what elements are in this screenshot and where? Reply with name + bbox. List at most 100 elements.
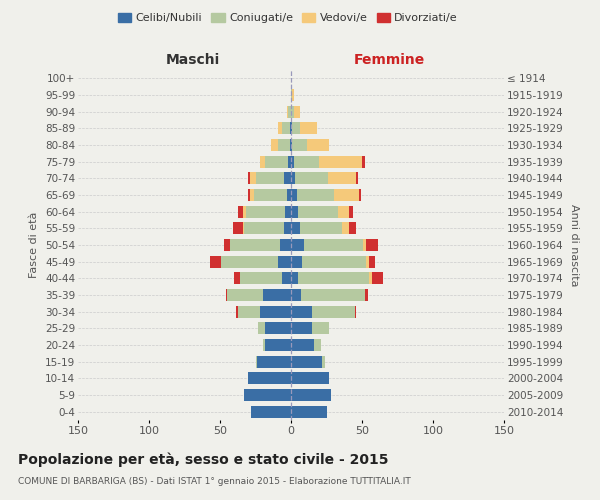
Bar bbox=[355, 306, 356, 318]
Bar bbox=[284, 222, 291, 234]
Bar bbox=[226, 289, 227, 301]
Bar bbox=[290, 139, 291, 151]
Bar bbox=[284, 172, 291, 184]
Bar bbox=[294, 106, 299, 118]
Bar bbox=[291, 339, 314, 351]
Bar bbox=[372, 272, 383, 284]
Bar bbox=[291, 189, 296, 201]
Bar bbox=[287, 106, 288, 118]
Bar bbox=[291, 206, 298, 218]
Bar bbox=[259, 322, 265, 334]
Bar bbox=[260, 306, 291, 318]
Bar bbox=[291, 239, 304, 251]
Bar bbox=[291, 222, 299, 234]
Bar bbox=[291, 172, 295, 184]
Bar bbox=[291, 139, 292, 151]
Bar bbox=[221, 256, 278, 268]
Bar bbox=[366, 256, 369, 268]
Bar bbox=[296, 189, 334, 201]
Bar bbox=[265, 156, 288, 168]
Bar bbox=[248, 189, 250, 201]
Bar bbox=[245, 206, 286, 218]
Bar bbox=[291, 406, 326, 417]
Bar bbox=[302, 256, 366, 268]
Bar bbox=[291, 106, 294, 118]
Bar bbox=[286, 206, 291, 218]
Bar bbox=[234, 272, 240, 284]
Bar bbox=[250, 172, 256, 184]
Bar bbox=[283, 272, 291, 284]
Bar bbox=[283, 122, 290, 134]
Bar bbox=[256, 356, 257, 368]
Bar bbox=[313, 322, 329, 334]
Bar bbox=[257, 356, 291, 368]
Bar bbox=[295, 172, 328, 184]
Bar bbox=[291, 89, 292, 101]
Text: COMUNE DI BARBARIGA (BS) - Dati ISTAT 1° gennaio 2015 - Elaborazione TUTTITALIA.: COMUNE DI BARBARIGA (BS) - Dati ISTAT 1°… bbox=[18, 478, 411, 486]
Bar bbox=[291, 306, 313, 318]
Bar bbox=[291, 289, 301, 301]
Bar bbox=[288, 106, 291, 118]
Bar bbox=[251, 406, 291, 417]
Bar bbox=[230, 239, 280, 251]
Bar bbox=[271, 139, 278, 151]
Bar bbox=[278, 122, 283, 134]
Bar bbox=[280, 239, 291, 251]
Bar bbox=[256, 172, 284, 184]
Bar bbox=[224, 239, 230, 251]
Bar bbox=[364, 239, 366, 251]
Bar bbox=[291, 322, 313, 334]
Y-axis label: Anni di nascita: Anni di nascita bbox=[569, 204, 579, 286]
Bar bbox=[313, 306, 355, 318]
Legend: Celibi/Nubili, Coniugati/e, Vedovi/e, Divorziati/e: Celibi/Nubili, Coniugati/e, Vedovi/e, Di… bbox=[113, 8, 463, 28]
Bar bbox=[291, 122, 292, 134]
Bar bbox=[291, 372, 329, 384]
Bar bbox=[304, 239, 364, 251]
Bar bbox=[238, 206, 243, 218]
Bar bbox=[362, 156, 365, 168]
Bar bbox=[288, 156, 291, 168]
Bar bbox=[250, 189, 254, 201]
Bar bbox=[248, 172, 250, 184]
Bar bbox=[307, 139, 329, 151]
Text: Maschi: Maschi bbox=[166, 52, 220, 66]
Bar bbox=[243, 222, 244, 234]
Bar bbox=[365, 289, 368, 301]
Bar bbox=[356, 172, 358, 184]
Y-axis label: Fasce di età: Fasce di età bbox=[29, 212, 40, 278]
Text: Femmine: Femmine bbox=[353, 52, 425, 66]
Bar bbox=[290, 122, 291, 134]
Bar bbox=[291, 256, 302, 268]
Bar bbox=[260, 156, 265, 168]
Bar bbox=[265, 339, 291, 351]
Bar bbox=[238, 306, 260, 318]
Bar bbox=[287, 189, 291, 201]
Bar bbox=[359, 189, 361, 201]
Bar bbox=[291, 272, 298, 284]
Bar bbox=[299, 222, 342, 234]
Bar bbox=[227, 289, 263, 301]
Bar bbox=[233, 222, 243, 234]
Bar bbox=[294, 156, 319, 168]
Bar bbox=[298, 272, 369, 284]
Bar bbox=[342, 222, 349, 234]
Bar bbox=[265, 322, 291, 334]
Bar bbox=[349, 206, 353, 218]
Bar bbox=[299, 122, 317, 134]
Bar bbox=[319, 156, 362, 168]
Bar bbox=[254, 189, 287, 201]
Bar bbox=[369, 256, 375, 268]
Bar bbox=[244, 389, 291, 401]
Bar bbox=[292, 89, 294, 101]
Bar bbox=[328, 172, 356, 184]
Bar bbox=[314, 339, 321, 351]
Bar bbox=[244, 222, 284, 234]
Bar bbox=[349, 222, 356, 234]
Text: Popolazione per età, sesso e stato civile - 2015: Popolazione per età, sesso e stato civil… bbox=[18, 452, 389, 467]
Bar bbox=[243, 206, 245, 218]
Bar bbox=[278, 139, 290, 151]
Bar bbox=[338, 206, 349, 218]
Bar bbox=[291, 156, 294, 168]
Bar bbox=[322, 356, 325, 368]
Bar bbox=[301, 289, 365, 301]
